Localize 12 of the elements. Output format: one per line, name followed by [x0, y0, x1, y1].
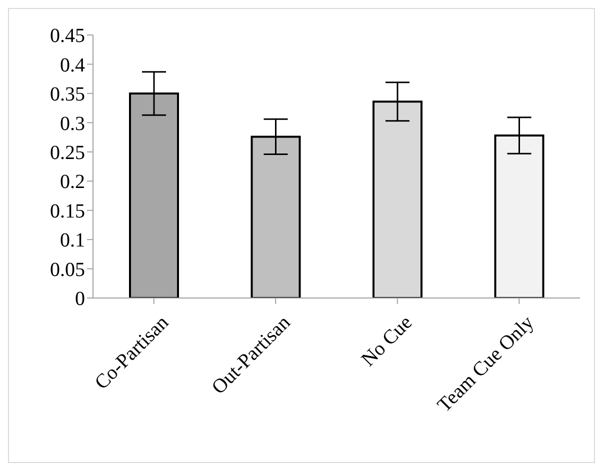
y-tick-label: 0.05: [50, 258, 85, 281]
x-tick-label: No Cue: [357, 312, 417, 371]
y-tick-label: 0.2: [60, 171, 85, 194]
y-tick-label: 0: [75, 288, 85, 310]
y-tick-label: 0.35: [50, 84, 85, 106]
y-tick-label: 0.3: [60, 112, 85, 135]
y-tick-label: 0.4: [60, 54, 85, 76]
y-tick-label: 0.1: [60, 230, 85, 252]
y-tick-label: 0.45: [50, 25, 85, 48]
y-tick-label: 0.15: [50, 200, 85, 222]
x-tick-label: Team Cue Only: [433, 312, 538, 416]
y-tick-label: 0.25: [50, 142, 85, 164]
